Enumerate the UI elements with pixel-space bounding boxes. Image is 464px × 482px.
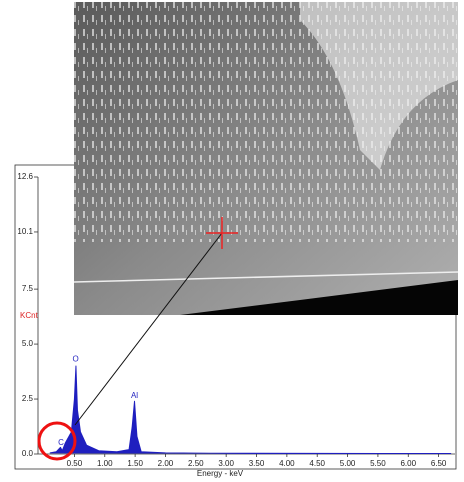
y-tick-label: 12.6	[17, 172, 33, 181]
y-tick-label: 5.0	[22, 339, 34, 348]
y-tick-label: 2.5	[22, 394, 34, 403]
peak-label: Al	[131, 391, 138, 400]
x-tick-label: 5.00	[340, 459, 356, 468]
y-axis-label: KCnt	[20, 311, 39, 320]
x-tick-label: 6.50	[431, 459, 447, 468]
sem-bright-region	[300, 2, 458, 170]
x-tick-label: 4.50	[309, 459, 325, 468]
peak-label: C	[58, 438, 64, 447]
x-tick-label: 3.00	[218, 459, 234, 468]
peak-label: O	[73, 355, 79, 364]
x-tick-label: 2.00	[158, 459, 174, 468]
x-tick-label: 6.00	[400, 459, 416, 468]
x-tick-label: 1.00	[97, 459, 113, 468]
sem-dark-band	[180, 280, 458, 315]
highlight-circle	[37, 421, 77, 461]
x-tick-label: 0.50	[67, 459, 83, 468]
x-tick-label: 4.00	[279, 459, 295, 468]
x-tick-label: 1.50	[127, 459, 143, 468]
y-tick-label: 7.5	[22, 284, 34, 293]
y-tick-label: 0.0	[22, 449, 34, 458]
x-axis-label: Energy - keV	[197, 469, 244, 478]
x-tick-label: 5.50	[370, 459, 386, 468]
sem-edge	[73, 271, 459, 283]
x-tick-label: 3.50	[249, 459, 265, 468]
y-tick-label: 10.1	[17, 227, 33, 236]
x-tick-label: 2.50	[188, 459, 204, 468]
sem-image	[73, 2, 459, 426]
spectrum	[49, 365, 452, 455]
connector-line	[74, 232, 223, 426]
